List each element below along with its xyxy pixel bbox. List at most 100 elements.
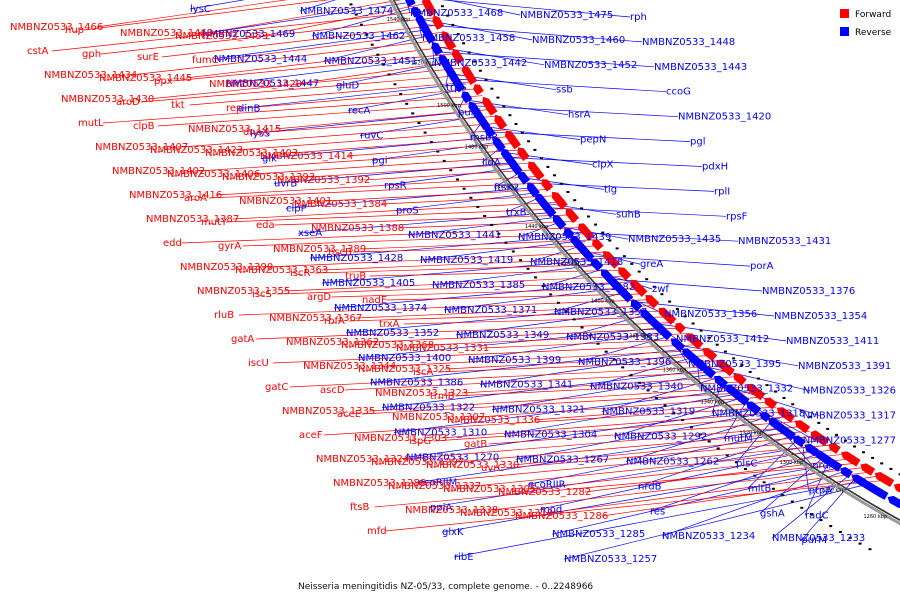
forward-gene-label[interactable]: mfd [367, 526, 387, 537]
forward-gene-label[interactable]: aceF [299, 430, 323, 441]
reverse-gene-label[interactable]: ecoRIIR [528, 479, 566, 490]
forward-gene-label[interactable]: dnaX [243, 127, 269, 138]
forward-gene-label[interactable]: rep [226, 103, 242, 114]
reverse-gene-label[interactable]: pdxH [702, 162, 728, 173]
reverse-gene-label[interactable]: rpsR [384, 180, 407, 191]
forward-gene-label[interactable]: gatA [231, 334, 254, 345]
reverse-gene-label[interactable]: lldA [482, 158, 501, 169]
reverse-gene-label[interactable]: suhB [616, 209, 641, 220]
reverse-gene-label[interactable]: NMBNZ0533_1262 [626, 456, 719, 467]
reverse-gene-label[interactable]: mltB [748, 483, 771, 494]
forward-gene-label[interactable]: iscU [248, 358, 269, 369]
reverse-gene-label[interactable]: porA [750, 261, 774, 272]
forward-gene-label[interactable]: hup [65, 25, 84, 36]
forward-gene-label[interactable]: NMBNZ0533_1286 [515, 511, 608, 522]
reverse-gene-label[interactable]: pepN [580, 135, 606, 146]
reverse-gene-label[interactable]: NMBNZ0533_1322 [382, 403, 475, 414]
reverse-gene-label[interactable]: trpS [446, 83, 467, 94]
reverse-gene-label[interactable]: xseA [298, 228, 322, 239]
reverse-gene-label[interactable]: ppiA [430, 502, 452, 513]
reverse-gene-label[interactable]: rplI [714, 186, 730, 197]
reverse-gene-label[interactable]: NMBNZ0533_1382 [542, 282, 635, 293]
reverse-gene-label[interactable]: lysS [250, 129, 270, 140]
reverse-gene-label[interactable]: NMBNZ0533_1321 [492, 405, 585, 416]
forward-gene-label[interactable]: NMBNZ0533_1388 [311, 223, 404, 234]
reverse-gene-label[interactable]: tig [604, 184, 617, 195]
reverse-gene-label[interactable]: NMBNZ0533_1468 [410, 8, 503, 19]
reverse-gene-label[interactable]: NMBNZ0533_1386 [370, 378, 463, 389]
forward-gene-label[interactable]: gph [82, 49, 101, 60]
forward-gene-label[interactable]: trxA [379, 319, 400, 330]
reverse-gene-label[interactable]: ccoG [666, 87, 691, 98]
reverse-gene-label[interactable]: NMBNZ0533_1270 [406, 452, 499, 463]
reverse-gene-label[interactable]: gshA [760, 508, 785, 519]
forward-gene-label[interactable]: NMBNZ0533_1463 [120, 28, 213, 39]
reverse-gene-label[interactable]: lysC [190, 4, 211, 15]
forward-gene-label[interactable]: NMBNZ0533_1384 [294, 199, 387, 210]
forward-gene-label[interactable]: gatB [464, 439, 487, 450]
reverse-gene-label[interactable]: hsrA [568, 110, 591, 121]
reverse-gene-label[interactable]: res [650, 506, 665, 517]
forward-gene-label[interactable]: ascD [320, 385, 345, 396]
forward-gene-label[interactable]: mutL [78, 118, 104, 129]
reverse-gene-label[interactable]: NMBNZ0533_1474 [300, 6, 393, 17]
reverse-gene-label[interactable]: NMBNZ0533_1469 [202, 29, 295, 40]
forward-gene-label[interactable]: NMBNZ0533_1401 [239, 196, 332, 207]
forward-gene-label[interactable]: NMBNZ0533_1392 [277, 175, 370, 186]
reverse-gene-label[interactable]: plsC [736, 458, 757, 469]
forward-gene-label[interactable]: hscB [328, 247, 352, 258]
forward-gene-label[interactable]: eda [256, 220, 275, 231]
reverse-gene-label[interactable]: NMBNZ0533_1341 [480, 380, 573, 391]
reverse-gene-label[interactable]: NMBNZ0533_1475 [520, 10, 613, 21]
forward-gene-label[interactable]: aceE [337, 409, 361, 420]
reverse-gene-label[interactable]: NMBNZ0533_1319 [602, 407, 695, 418]
forward-gene-label[interactable]: NMBNZ0533_1416 [129, 190, 222, 201]
reverse-gene-label[interactable]: ftsK2 [494, 182, 519, 193]
reverse-gene-label[interactable]: NMBNZ0533_1332 [700, 384, 793, 395]
reverse-gene-label[interactable]: NMBNZ0533_1395 [688, 359, 781, 370]
reverse-gene-label[interactable]: NMBNZ0533_1451 [324, 56, 417, 67]
forward-gene-label[interactable]: nadE [362, 295, 387, 306]
forward-gene-label[interactable]: aroD [116, 97, 140, 108]
reverse-gene-label[interactable]: NMBNZ0533_1349 [456, 330, 549, 341]
forward-gene-label[interactable]: NMBNZ0533_1453 [175, 31, 268, 42]
reverse-gene-label[interactable]: NMBNZ0533_1442 [434, 58, 527, 69]
forward-gene-label[interactable]: argD [307, 292, 331, 303]
forward-gene-label[interactable]: tkt [171, 100, 185, 111]
reverse-gene-label[interactable]: ptpA [809, 485, 833, 496]
reverse-gene-label[interactable]: nrdA [812, 460, 836, 471]
reverse-gene-label[interactable]: NMBNZ0533_1385 [432, 280, 525, 291]
reverse-gene-label[interactable]: NMBNZ0533_1376 [762, 286, 855, 297]
forward-gene-label[interactable]: NMBNZ0533_1282 [498, 487, 591, 498]
forward-gene-label[interactable]: NMBNZ0533_1344 [303, 361, 396, 372]
reverse-gene-label[interactable]: NMBNZ0533_1439 [518, 232, 611, 243]
forward-gene-label[interactable]: NMBNZ0533_1337 [388, 481, 481, 492]
reverse-gene-label[interactable]: NMBNZ0533_1447 [226, 79, 319, 90]
reverse-gene-label[interactable]: pgi [372, 156, 387, 167]
reverse-gene-label[interactable]: ecoRIIM [418, 477, 457, 488]
forward-gene-label[interactable]: rbfA [324, 316, 345, 327]
forward-gene-label[interactable]: cstA [27, 46, 49, 57]
forward-gene-label[interactable]: NMBNZ0533_1305 [443, 484, 536, 495]
reverse-gene-label[interactable]: NMBNZ0533_1396 [578, 357, 671, 368]
forward-gene-label[interactable]: fumC [192, 55, 219, 66]
forward-gene-label[interactable]: NMBNZ0533_1434 [44, 70, 137, 81]
reverse-gene-label[interactable]: NMBNZ0533_1400 [358, 353, 451, 364]
reverse-gene-label[interactable]: NMBNZ0533_1317 [803, 411, 896, 422]
reverse-gene-label[interactable]: NMBNZ0533_1418 [530, 257, 623, 268]
forward-gene-label[interactable]: rluB [214, 310, 234, 321]
reverse-gene-label[interactable]: glxK [442, 527, 464, 538]
forward-gene-label[interactable]: ppx [154, 76, 173, 87]
reverse-gene-label[interactable]: mod [540, 504, 562, 515]
reverse-gene-label[interactable]: NMBNZ0533_1354 [774, 311, 867, 322]
reverse-gene-label[interactable]: nrdB [638, 481, 662, 492]
forward-gene-label[interactable]: iscR [290, 268, 310, 279]
forward-gene-label[interactable]: NMBNZ0533_1363 [235, 265, 328, 276]
forward-gene-label[interactable]: NMBNZ0533_1355 [197, 286, 290, 297]
forward-gene-label[interactable]: NMBNZ0533_1414 [260, 151, 353, 162]
forward-gene-label[interactable]: NMBNZ0533_1402 [112, 166, 205, 177]
reverse-gene-label[interactable]: NMBNZ0533_1356 [664, 309, 757, 320]
reverse-gene-label[interactable]: NMBNZ0533_1233 [772, 533, 865, 544]
forward-gene-label[interactable]: NMBNZ0533_1390 [180, 262, 273, 273]
forward-gene-label[interactable]: NMBNZ0533_1338 [405, 505, 498, 516]
